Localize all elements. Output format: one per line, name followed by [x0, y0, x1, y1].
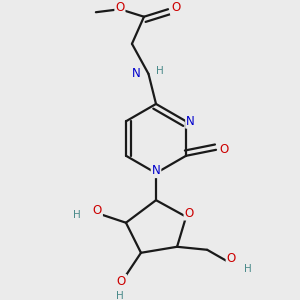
- Text: H: H: [116, 291, 124, 300]
- Text: H: H: [156, 66, 164, 76]
- Text: H: H: [73, 210, 81, 220]
- Text: H: H: [244, 264, 252, 274]
- Text: O: O: [171, 1, 180, 14]
- Text: N: N: [132, 68, 141, 80]
- Text: N: N: [186, 115, 195, 128]
- Text: O: O: [117, 275, 126, 288]
- Text: O: O: [226, 252, 236, 265]
- Text: O: O: [184, 207, 194, 220]
- Text: O: O: [93, 204, 102, 217]
- Text: N: N: [152, 164, 160, 177]
- Text: O: O: [115, 1, 124, 14]
- Text: O: O: [219, 143, 228, 156]
